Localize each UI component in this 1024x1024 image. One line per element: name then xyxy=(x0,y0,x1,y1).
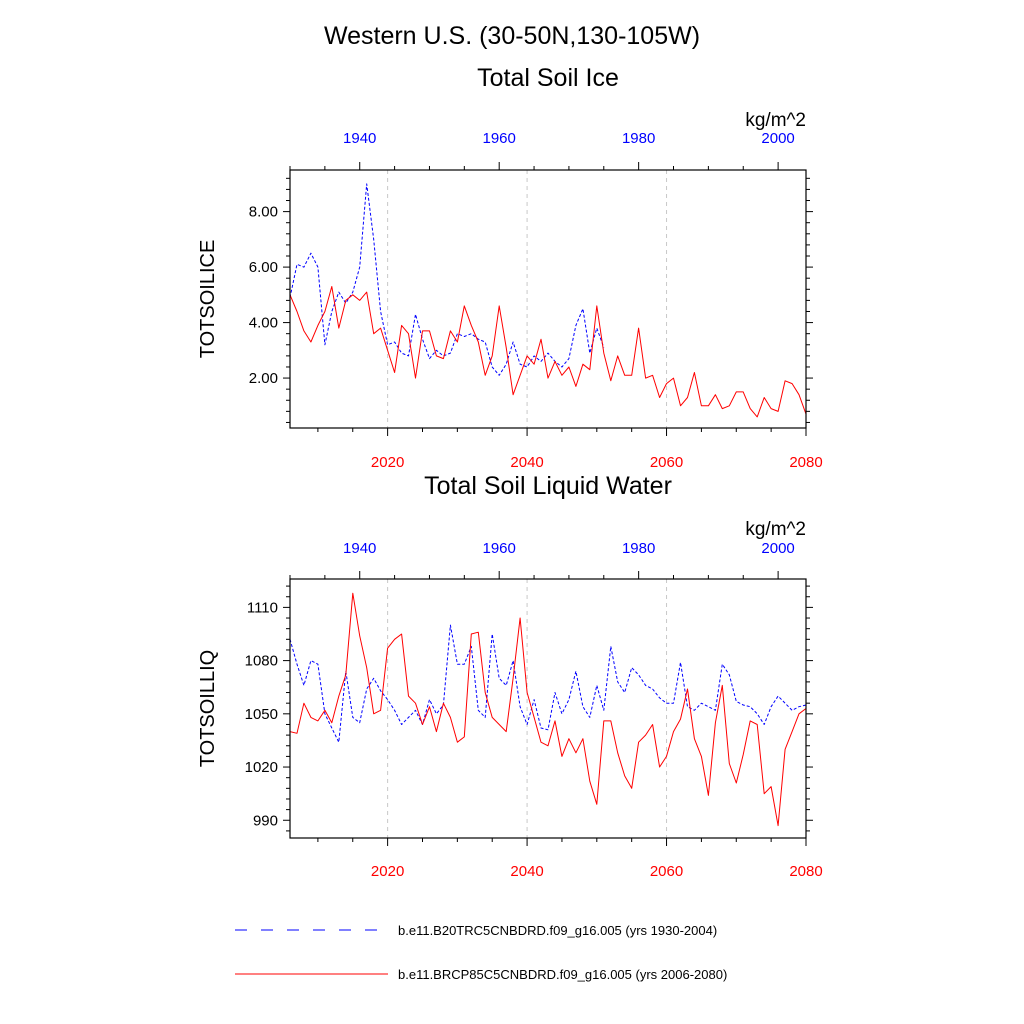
chart0-xtick-bottom-label-1: 2040 xyxy=(510,454,543,471)
chart1-xtick-top-label-0: 1940 xyxy=(343,540,376,557)
chart1-ytick-label-0: 990 xyxy=(253,812,278,829)
legend: b.e11.B20TRC5CNBDRD.f09_g16.005 (yrs 193… xyxy=(235,923,727,982)
chart1-units: kg/m^2 xyxy=(745,519,806,540)
chart0-xtick-top-label-2: 1980 xyxy=(622,130,655,147)
chart0-ytick-label-0: 2.00 xyxy=(249,370,278,387)
chart1-ytick-label-2: 1050 xyxy=(245,706,278,723)
chart0-ytick-label-1: 4.00 xyxy=(249,315,278,332)
chart1-ytick-label-4: 1110 xyxy=(247,599,278,616)
chart1-ylabel: TOTSOILLIQ xyxy=(197,650,219,767)
legend-entry-historical: b.e11.B20TRC5CNBDRD.f09_g16.005 (yrs 193… xyxy=(235,923,717,938)
chart1-xtick-bottom-label-3: 2080 xyxy=(789,863,822,880)
chart1-xtick-top-label-3: 2000 xyxy=(761,540,794,557)
chart0-ytick-label-2: 6.00 xyxy=(249,259,278,276)
chart0-xtick-bottom-label-2: 2060 xyxy=(650,454,683,471)
chart1-title: Total Soil Liquid Water xyxy=(424,472,672,500)
panel-soil-ice: Total Soil Ice kg/m^2 TOTSOILICE 2.00 4.00 6.… xyxy=(197,64,823,471)
chart0-xtick-bottom-label-3: 2080 xyxy=(789,454,822,471)
panel-soil-liquid: Total Soil Liquid Water kg/m^2 TOTSOILLIQ 9… xyxy=(197,472,823,880)
chart1-ytick-label-1: 1020 xyxy=(245,759,278,776)
chart0-units: kg/m^2 xyxy=(745,110,806,131)
chart0-ytick-label-3: 8.00 xyxy=(249,204,278,221)
chart1-series-rcp85-line xyxy=(289,592,807,827)
figure-title: Western U.S. (30-50N,130-105W) xyxy=(324,22,700,50)
chart1-xtick-top-label-2: 1980 xyxy=(622,540,655,557)
chart1-xtick-bottom-label-2: 2060 xyxy=(650,863,683,880)
chart1-series-historical-line xyxy=(289,624,807,743)
chart0-xtick-top-label-1: 1960 xyxy=(483,130,516,147)
legend-entry-rcp85: b.e11.BRCP85C5CNBDRD.f09_g16.005 (yrs 20… xyxy=(235,967,727,982)
chart1-xtick-bottom-label-0: 2020 xyxy=(371,863,404,880)
chart0-series-historical-line xyxy=(289,183,605,376)
chart0-title: Total Soil Ice xyxy=(477,64,619,92)
chart0-series-rcp85-line xyxy=(289,286,807,418)
chart0-xtick-bottom-label-0: 2020 xyxy=(371,454,404,471)
chart1-xtick-bottom-label-1: 2040 xyxy=(510,863,543,880)
chart1-plot-frame xyxy=(289,578,807,839)
chart0-plot-frame xyxy=(289,169,807,429)
chart0-xtick-top-label-3: 2000 xyxy=(761,130,794,147)
legend-label-historical: b.e11.B20TRC5CNBDRD.f09_g16.005 (yrs 193… xyxy=(398,923,717,938)
chart0-ylabel: TOTSOILICE xyxy=(197,240,219,359)
chart1-ytick-label-3: 1080 xyxy=(245,653,278,670)
chart0-xtick-top-label-0: 1940 xyxy=(343,130,376,147)
chart1-xtick-top-label-1: 1960 xyxy=(483,540,516,557)
legend-label-rcp85: b.e11.BRCP85C5CNBDRD.f09_g16.005 (yrs 20… xyxy=(398,967,727,982)
